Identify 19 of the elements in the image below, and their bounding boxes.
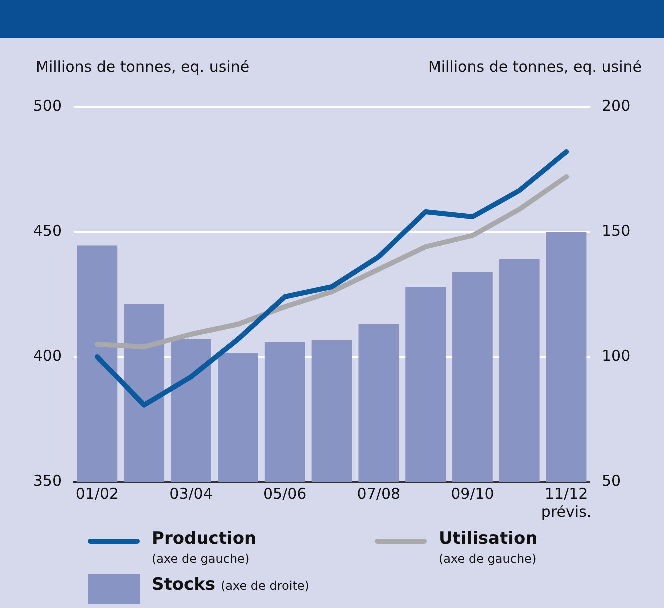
legend-label: Stocks (axe de droite): [152, 575, 310, 595]
y-axis-title: Millions de tonnes, eq. usiné: [36, 58, 250, 76]
y-tick-label: 400: [33, 346, 62, 365]
y2-axis-title: Millions de tonnes, eq. usiné: [428, 58, 642, 76]
legend-label: Utilisation (axe de gauche): [439, 529, 538, 566]
y2-tick-label: 200: [602, 96, 631, 115]
x-tick-label: 01/02: [76, 484, 120, 503]
x-tick-label: 11/12 prévis.: [541, 484, 592, 521]
x-tick-label: 09/10: [451, 484, 494, 503]
y-tick-label: 450: [33, 222, 62, 240]
x-tick-label: 05/06: [263, 484, 307, 503]
y2-tick-label: 150: [602, 222, 631, 240]
y-tick-label: 350: [33, 472, 62, 490]
x-tick-label: 03/04: [170, 484, 213, 503]
y2-tick-label: 100: [602, 346, 631, 365]
y2-tick-label: 50: [602, 472, 622, 490]
x-tick-label: 07/08: [357, 484, 401, 503]
legend-label: Production (axe de gauche): [152, 529, 257, 566]
y-tick-label: 500: [33, 96, 62, 115]
